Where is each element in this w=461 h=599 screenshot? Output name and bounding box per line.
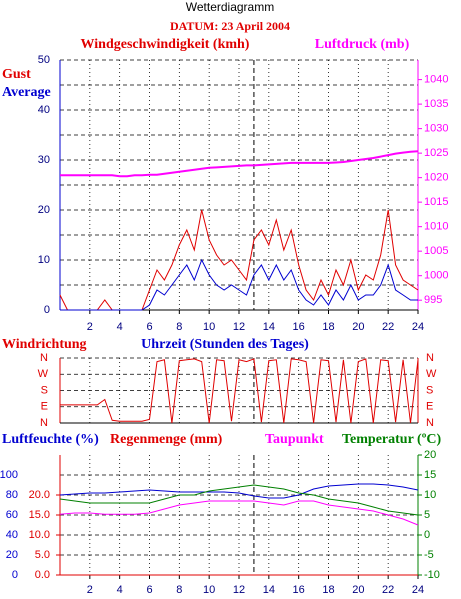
y-tick-label: W bbox=[426, 368, 437, 380]
x-tick-label: 22 bbox=[382, 584, 394, 596]
y3-tick-label: 10.0 bbox=[29, 529, 50, 541]
chart-subtitle: DATUM: 23 April 2004 bbox=[170, 19, 290, 33]
y3-tick-label: 15.0 bbox=[29, 509, 50, 521]
y-tick-label: E bbox=[426, 401, 433, 413]
x-tick-label: 22 bbox=[382, 321, 394, 333]
y-tick-label: 40 bbox=[6, 529, 18, 541]
y3-tick-label: 20.0 bbox=[29, 489, 50, 501]
y-tick-label: 0 bbox=[44, 304, 50, 316]
x-tick-label: 8 bbox=[176, 584, 182, 596]
x-tick-label: 12 bbox=[233, 584, 245, 596]
x-tick-label: 8 bbox=[176, 321, 182, 333]
legend-entry: Gust bbox=[2, 67, 31, 82]
y2-tick-label: 1005 bbox=[424, 245, 448, 257]
x-tick-label: 20 bbox=[352, 321, 364, 333]
y-tick-label: N bbox=[426, 352, 434, 364]
x-tick-label: 24 bbox=[412, 321, 424, 333]
x-tick-label: 4 bbox=[117, 321, 123, 333]
y-tick-label: E bbox=[41, 401, 48, 413]
y2-axis-label: Luftdruck (mb) bbox=[315, 37, 410, 52]
series-line bbox=[60, 150, 419, 178]
y-tick-label: 30 bbox=[38, 154, 50, 166]
x-tick-label: 18 bbox=[322, 584, 334, 596]
x-axis-label: Uhrzeit (Stunden des Tages) bbox=[141, 337, 309, 352]
y3-tick-label: 5.0 bbox=[35, 549, 50, 561]
legend-entry: Luftfeuchte (%) bbox=[2, 432, 99, 447]
y2-tick-label: 1020 bbox=[424, 172, 448, 184]
y2-tick-label: 20 bbox=[424, 449, 436, 461]
y2-tick-label: 995 bbox=[424, 294, 442, 306]
y-tick-label: N bbox=[40, 417, 48, 429]
y2-tick-label: 1040 bbox=[424, 74, 448, 86]
series-line bbox=[60, 258, 418, 311]
y-tick-label: 50 bbox=[38, 54, 50, 66]
legend-entry: Temperatur (ºC) bbox=[342, 432, 441, 447]
y2-tick-label: 15 bbox=[424, 469, 436, 481]
y2-tick-label: 1035 bbox=[424, 98, 448, 110]
y2-tick-label: 1025 bbox=[424, 147, 448, 159]
y-tick-label: S bbox=[41, 384, 48, 396]
x-tick-label: 2 bbox=[87, 584, 93, 596]
y2-tick-label: 5 bbox=[424, 509, 430, 521]
legend-entry: Taupunkt bbox=[265, 432, 324, 447]
y2-tick-label: 0 bbox=[424, 529, 430, 541]
y-tick-label: 100 bbox=[0, 469, 18, 481]
chart-title: Wetterdiagramm bbox=[186, 0, 274, 14]
x-tick-label: 16 bbox=[293, 321, 305, 333]
y-tick-label: S bbox=[426, 384, 433, 396]
y2-tick-label: -10 bbox=[424, 569, 440, 581]
x-tick-label: 10 bbox=[203, 584, 215, 596]
x-tick-label: 4 bbox=[117, 584, 123, 596]
y-tick-label: 40 bbox=[38, 104, 50, 116]
y-tick-label: 80 bbox=[6, 489, 18, 501]
y-axis-label: Windrichtung bbox=[2, 337, 87, 352]
y-tick-label: 20 bbox=[38, 204, 50, 216]
x-tick-label: 24 bbox=[412, 584, 424, 596]
series-line bbox=[59, 483, 419, 499]
x-tick-label: 12 bbox=[233, 321, 245, 333]
x-tick-label: 6 bbox=[146, 584, 152, 596]
x-tick-label: 16 bbox=[293, 584, 305, 596]
x-tick-label: 14 bbox=[263, 584, 275, 596]
y2-tick-label: 1000 bbox=[424, 270, 448, 282]
y-tick-label: 0 bbox=[12, 569, 18, 581]
y2-tick-label: 10 bbox=[424, 489, 436, 501]
y3-tick-label: 0.0 bbox=[35, 569, 50, 581]
y-tick-label: 60 bbox=[6, 509, 18, 521]
y2-tick-label: 1010 bbox=[424, 221, 448, 233]
y-tick-label: W bbox=[38, 368, 49, 380]
y2-tick-label: 1030 bbox=[424, 123, 448, 135]
y-tick-label: N bbox=[40, 352, 48, 364]
x-tick-label: 2 bbox=[87, 321, 93, 333]
series-line bbox=[60, 358, 419, 424]
series-line bbox=[59, 484, 419, 516]
y2-tick-label: 1015 bbox=[424, 196, 448, 208]
x-tick-label: 18 bbox=[322, 321, 334, 333]
y-tick-label: 10 bbox=[38, 254, 50, 266]
y-tick-label: N bbox=[426, 417, 434, 429]
y-axis-label: Windgeschwindigkeit (kmh) bbox=[81, 37, 250, 52]
x-tick-label: 6 bbox=[146, 321, 152, 333]
y-tick-label: 20 bbox=[6, 549, 18, 561]
series-line bbox=[59, 500, 419, 526]
x-tick-label: 10 bbox=[203, 321, 215, 333]
legend-entry: Average bbox=[2, 85, 51, 100]
legend-entry: Regenmenge (mm) bbox=[110, 432, 223, 447]
y2-tick-label: -5 bbox=[424, 549, 434, 561]
x-tick-label: 14 bbox=[263, 321, 275, 333]
x-tick-label: 20 bbox=[352, 584, 364, 596]
